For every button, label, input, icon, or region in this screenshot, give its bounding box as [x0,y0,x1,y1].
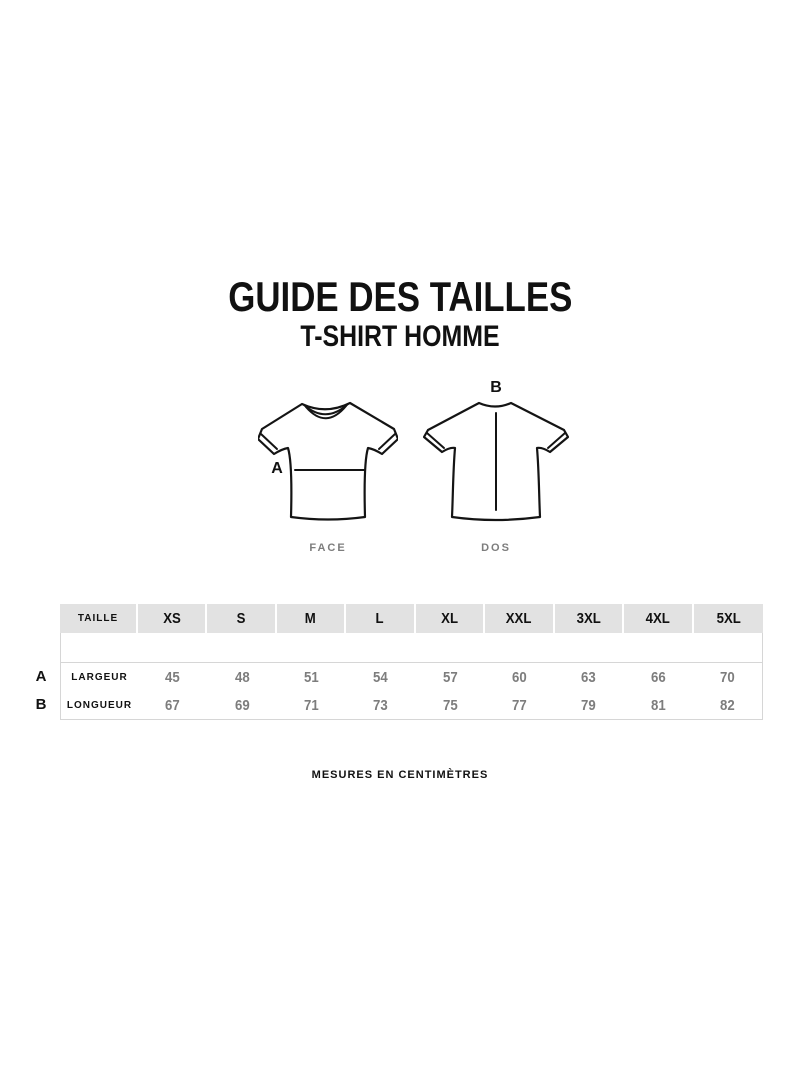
table-marker-a: A [35,668,47,685]
page-title: GUIDE DES TAILLES [227,273,573,320]
table-marker-b: B [35,696,47,713]
size-table: TAILLE XS S M L XL XXL 3XL 4XL 5XL LARGE… [60,604,763,720]
header-cell-size: 5XL [693,604,763,633]
units-footnote: MESURES EN CENTIMÈTRES [311,769,489,781]
size-table-body: LARGEUR 45 48 51 54 57 60 63 66 70 LONGU… [60,633,763,720]
table-value: 70 [719,668,735,686]
table-value: 51 [303,668,319,686]
back-view-caption: DOS [481,542,511,554]
table-value: 82 [719,696,735,714]
header-cell-size: XL [415,604,486,633]
header-cell-size: M [276,604,347,633]
table-row-largeur: LARGEUR 45 48 51 54 57 60 63 66 70 [61,663,762,691]
table-value: 57 [442,668,458,686]
size-table-header: TAILLE XS S M L XL XXL 3XL 4XL 5XL [60,604,763,633]
table-value: 71 [303,696,319,714]
header-cell-size: 4XL [624,604,694,633]
tshirt-back-drawing [423,401,569,522]
table-value: 79 [581,696,596,714]
table-value: 67 [165,696,180,714]
table-row-longueur: LONGUEUR 67 69 71 73 75 77 79 81 82 [61,691,762,719]
back-length-marker: B [490,379,502,396]
table-value: 45 [165,668,180,686]
row-label: LARGEUR [71,671,128,683]
tshirt-front-drawing [258,401,398,521]
table-value: 73 [373,696,388,714]
header-cell-size: S [207,604,277,633]
table-value: 69 [234,696,250,714]
table-value: 48 [234,668,250,686]
table-value: 81 [650,696,666,714]
table-value: 63 [581,668,596,686]
table-spacer-row [61,633,762,663]
table-value: 77 [511,696,527,714]
row-label: LONGUEUR [66,699,133,711]
header-cell-size: XXL [485,604,555,633]
header-cell-size: 3XL [554,604,625,633]
header-cell-taille: TAILLE [60,604,138,633]
table-value: 60 [511,668,527,686]
table-value: 54 [373,668,388,686]
page-subtitle: T-SHIRT HOMME [300,320,500,353]
header-cell-size: L [346,604,416,633]
header-cell-size: XS [138,604,208,633]
front-width-marker: A [271,460,283,477]
front-view-caption: FACE [309,542,347,554]
table-value: 66 [650,668,666,686]
table-value: 75 [442,696,458,714]
